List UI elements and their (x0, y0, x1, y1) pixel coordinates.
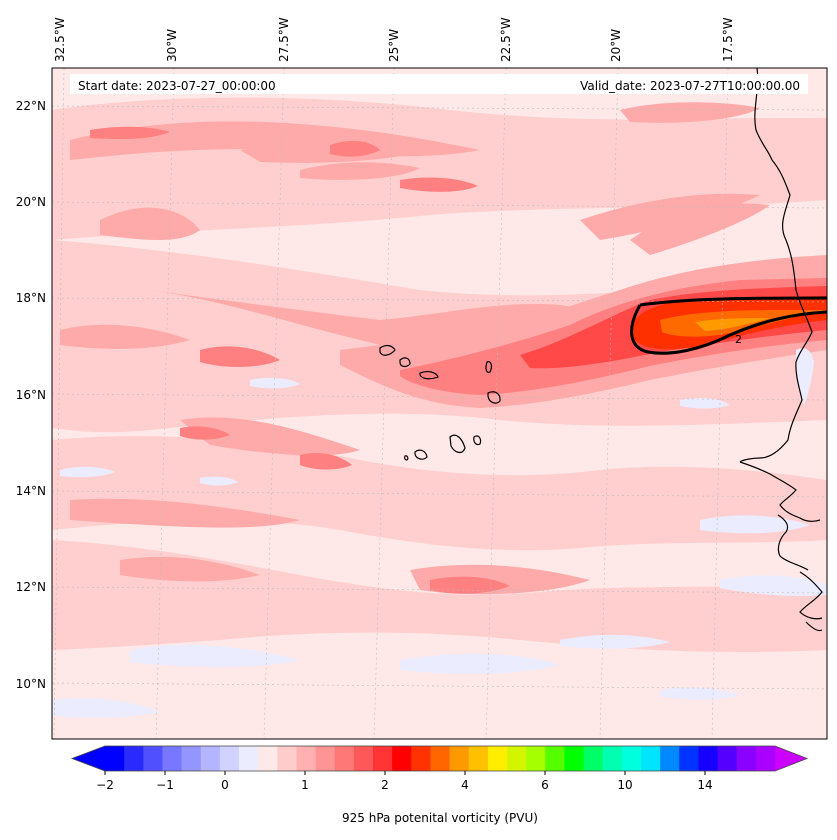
colorbar-swatch (602, 746, 623, 771)
colorbar-swatch (353, 746, 374, 771)
pv-light-bands (52, 97, 827, 652)
colorbar-tick-label: 6 (541, 778, 549, 792)
latitude-label: 20°N (16, 195, 46, 209)
valid-date-label: Valid_date: 2023-07-27T10:00:00.00 (580, 79, 800, 93)
longitude-label: 25°W (387, 29, 401, 62)
contour-label: 2 (735, 333, 742, 346)
colorbar-swatch (698, 746, 719, 771)
colorbar-swatch (392, 746, 412, 771)
pv-2-contour (630, 296, 827, 355)
latitude-labels: 22°N 20°N 18°N 16°N 14°N 12°N 10°N (16, 99, 46, 691)
colorbar-label: 925 hPa potenital vorticity (PVU) (342, 811, 538, 825)
colorbar-swatch (583, 746, 604, 771)
colorbar-swatch (660, 746, 680, 771)
colorbar-swatch (181, 746, 202, 771)
longitude-labels: 32.5°W 30°W 27.5°W 25°W 22.5°W 20°W 17.5°W (53, 17, 735, 62)
colorbar-tick-label: 14 (697, 778, 712, 792)
colorbar-swatch (679, 746, 699, 771)
longitude-label: 17.5°W (721, 17, 735, 62)
colorbar-tick-label: 4 (461, 778, 469, 792)
colorbar-swatch (736, 746, 757, 771)
colorbar-swatch (277, 746, 297, 771)
latitude-label: 18°N (16, 291, 46, 305)
colorbar-swatch (430, 746, 451, 771)
pv-negative-patches (52, 348, 827, 718)
colorbar-tick-label: −1 (156, 778, 174, 792)
colorbar-swatch (162, 746, 183, 771)
colorbar-swatch (296, 746, 317, 771)
latitude-label: 16°N (16, 388, 46, 402)
colorbar-swatch (315, 746, 336, 771)
colorbar-swatch (717, 746, 738, 771)
colorbar-swatch (124, 746, 144, 771)
colorbar-swatch (373, 746, 393, 771)
colorbar-swatch (334, 746, 355, 771)
colorbar-swatch (105, 746, 125, 771)
colorbar-swatch (564, 746, 585, 771)
pv-salmon-patches (90, 126, 510, 594)
colorbar-swatch (200, 746, 221, 771)
colorbar-swatch (219, 746, 240, 771)
pv-streamer (340, 203, 827, 408)
longitude-label: 22.5°W (499, 17, 513, 62)
latitude-label: 12°N (16, 580, 46, 594)
colorbar-swatch (258, 746, 278, 771)
colorbar-swatch (239, 746, 259, 771)
colorbar-swatch (487, 746, 508, 771)
colorbar-swatch (468, 746, 489, 771)
map-frame (51, 67, 828, 740)
colorbar-swatch (143, 746, 163, 771)
colorbar-tick-label: −2 (96, 778, 114, 792)
colorbar-tick-label: 2 (381, 778, 389, 792)
colorbar-swatch (621, 746, 642, 771)
longitude-label: 32.5°W (53, 17, 67, 62)
latitude-label: 22°N (16, 99, 46, 113)
colorbar-tick-label: 1 (301, 778, 309, 792)
header-strip (70, 74, 808, 94)
colorbar-swatch (545, 746, 565, 771)
longitude-label: 20°W (609, 29, 623, 62)
colorbar-swatch (507, 746, 527, 771)
colorbar-swatch (755, 746, 776, 771)
colorbar-swatch (411, 746, 431, 771)
colorbar-tick-label: 10 (617, 778, 632, 792)
colorbar-tick-label: 0 (221, 778, 229, 792)
longitude-label: 27.5°W (277, 17, 291, 62)
latitude-label: 14°N (16, 484, 46, 498)
colorbar: −2 −1 0 1 2 4 6 10 14 (70, 745, 809, 792)
start-date-label: Start date: 2023-07-27_00:00:00 (78, 79, 276, 93)
map-panel: 2 (52, 68, 827, 739)
coastline (379, 68, 823, 632)
colorbar-swatch (641, 746, 661, 771)
latitude-label: 10°N (16, 677, 46, 691)
longitude-label: 30°W (165, 29, 179, 62)
colorbar-extend-max (775, 746, 807, 771)
colorbar-extend-min (72, 746, 105, 771)
colorbar-swatch (526, 746, 546, 771)
colorbar-swatch (449, 746, 470, 771)
